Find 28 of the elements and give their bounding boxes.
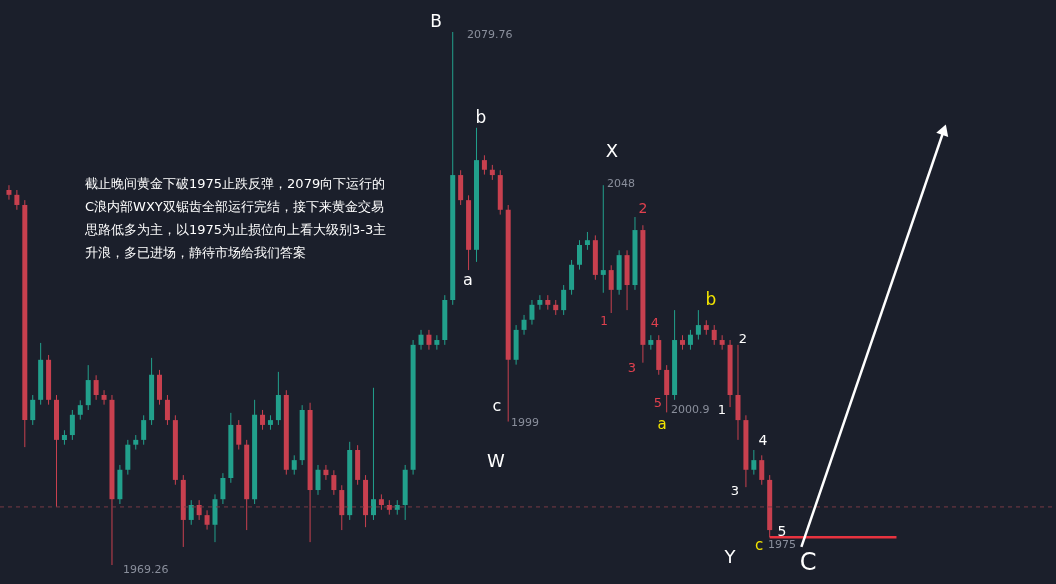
- annotation: Y: [723, 546, 737, 567]
- annotation: 1: [600, 314, 608, 328]
- annotation: 2: [738, 331, 748, 346]
- annotation: a: [463, 270, 473, 289]
- annotation: 2079.76: [467, 28, 513, 41]
- annotation: 2048: [607, 177, 635, 190]
- annotation: 4: [758, 432, 768, 448]
- annotation: 1969.26: [123, 563, 169, 576]
- annotation: 3: [627, 360, 637, 375]
- annotation: C: [799, 548, 817, 576]
- annotation: 5: [653, 395, 663, 410]
- annotation: 1975: [768, 538, 796, 551]
- text: B: [430, 11, 442, 31]
- annotation: 4: [650, 315, 660, 330]
- annotation: 截止晚间黄金下破1975止跌反弹，2079向下运行的C浪内部WXY双锯齿全部运行完结，接下来黄金交易思路低多为主，以1975为止损位向上看大级别3-3主升浪，多已进场，静待市场给我们答案: [84, 176, 387, 260]
- annotation: 1: [717, 402, 727, 417]
- annotation: 2: [638, 200, 648, 216]
- annotation: c: [492, 396, 502, 415]
- annotation: a: [657, 415, 667, 433]
- annotation: b: [475, 107, 487, 127]
- annotation: b: [705, 289, 717, 309]
- annotation: 2000.9: [671, 403, 710, 416]
- annotation: 3: [730, 483, 740, 498]
- annotation: 1999: [511, 416, 539, 429]
- annotation: 5: [777, 523, 787, 539]
- annotation: X: [605, 140, 619, 161]
- annotation: c: [754, 536, 764, 554]
- annotation: W: [487, 450, 506, 471]
